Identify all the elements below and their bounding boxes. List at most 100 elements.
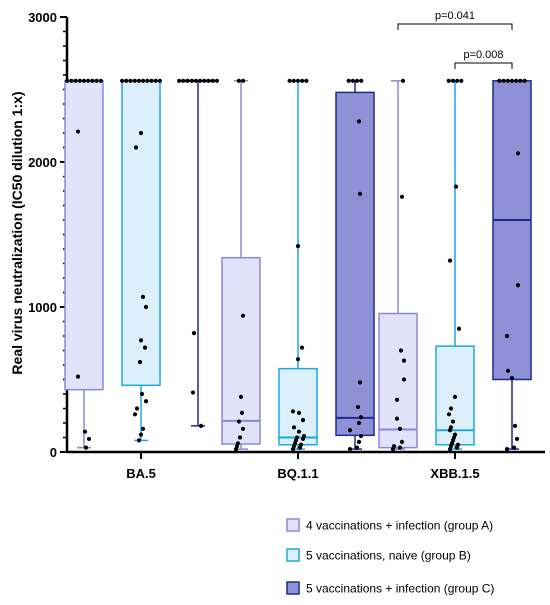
box-XBB.1.5-series-0 (378, 78, 418, 452)
legend-label: 5 vaccinations + infection (group C) (306, 582, 494, 596)
data-point (185, 78, 190, 83)
box (64, 80, 104, 391)
legend-label: 5 vaccinations, naive (group B) (306, 549, 471, 563)
data-point (236, 419, 242, 424)
bracket-line (454, 62, 513, 69)
data-point (141, 78, 146, 83)
data-point (77, 78, 82, 83)
data-point (143, 304, 149, 310)
data-point (504, 333, 510, 339)
data-point (86, 436, 92, 442)
data-point (355, 78, 360, 83)
data-point (397, 445, 403, 450)
data-point (394, 416, 400, 421)
data-point (511, 445, 517, 450)
data-point (497, 78, 502, 83)
data-point (69, 78, 74, 83)
data-point (291, 425, 297, 430)
data-point (73, 78, 78, 83)
data-point (240, 313, 246, 318)
data-point (295, 78, 301, 83)
data-point (452, 394, 458, 399)
data-point (401, 377, 407, 382)
data-point (509, 78, 515, 83)
data-point (522, 78, 527, 83)
data-point (347, 428, 353, 433)
p-value-label: p=0.008 (463, 49, 503, 61)
box-BA.5-series-0 (64, 78, 104, 450)
data-point (459, 78, 464, 83)
data-point (132, 78, 137, 83)
data-point (357, 380, 363, 385)
data-point (514, 78, 519, 83)
data-point (505, 78, 510, 83)
legend: 4 vaccinations + infection (group A) 5 va… (286, 518, 494, 596)
data-point (90, 78, 95, 83)
box (335, 91, 375, 437)
data-point (153, 78, 158, 83)
data-point (190, 390, 196, 395)
data-point (505, 368, 511, 373)
data-point (347, 447, 353, 452)
data-point (177, 78, 182, 83)
data-point (240, 426, 246, 431)
data-point (138, 432, 144, 437)
significance-annotations: p=0.041 p=0.008 (397, 10, 513, 69)
legend-item-2: 5 vaccinations + infection (group C) (286, 581, 494, 596)
data-point (296, 410, 302, 415)
data-point (350, 78, 355, 83)
data-point (83, 445, 89, 450)
data-point (356, 119, 362, 124)
data-point (233, 447, 239, 452)
data-point (145, 78, 150, 83)
data-point (399, 439, 405, 444)
box (221, 256, 261, 445)
box (492, 80, 532, 381)
data-point (295, 357, 301, 362)
data-point (501, 78, 506, 83)
data-point (143, 399, 149, 404)
data-point (359, 78, 364, 83)
data-point (512, 423, 518, 428)
data-point (291, 78, 296, 83)
data-point (86, 78, 91, 83)
data-point (142, 345, 148, 350)
data-point (124, 78, 129, 83)
legend-item-1: 5 vaccinations, naive (group B) (286, 548, 471, 563)
box-BQ.1.1-series-2 (335, 78, 375, 452)
data-point (136, 438, 142, 443)
data-point (447, 428, 453, 433)
data-point (120, 78, 125, 83)
data-point (75, 374, 81, 379)
data-point (81, 78, 87, 83)
data-point (394, 397, 400, 402)
data-point (397, 426, 403, 431)
data-point (446, 412, 452, 417)
data-point (238, 394, 244, 399)
data-point (455, 78, 460, 83)
data-point (133, 145, 139, 150)
data-point (446, 78, 451, 83)
data-point (140, 426, 146, 431)
data-point (210, 78, 215, 83)
data-point (134, 406, 140, 411)
data-point (401, 358, 407, 363)
data-point (509, 375, 515, 381)
data-point (157, 78, 162, 83)
data-point (447, 258, 453, 263)
data-point (206, 78, 211, 83)
data-point (137, 360, 143, 365)
significance-bracket: p=0.008 (454, 49, 513, 69)
data-point (390, 447, 396, 452)
data-point (450, 78, 455, 83)
data-point (198, 423, 204, 428)
data-point (290, 409, 296, 414)
y-axis-title: Real virus neutralization (IC50 dilution… (9, 91, 25, 374)
data-point (237, 435, 243, 440)
data-point (287, 78, 292, 83)
box-plots (64, 78, 532, 452)
box-BA.5-series-1 (120, 78, 162, 443)
p-value-label: p=0.041 (435, 10, 475, 22)
data-point (356, 439, 362, 444)
data-point (241, 78, 246, 83)
